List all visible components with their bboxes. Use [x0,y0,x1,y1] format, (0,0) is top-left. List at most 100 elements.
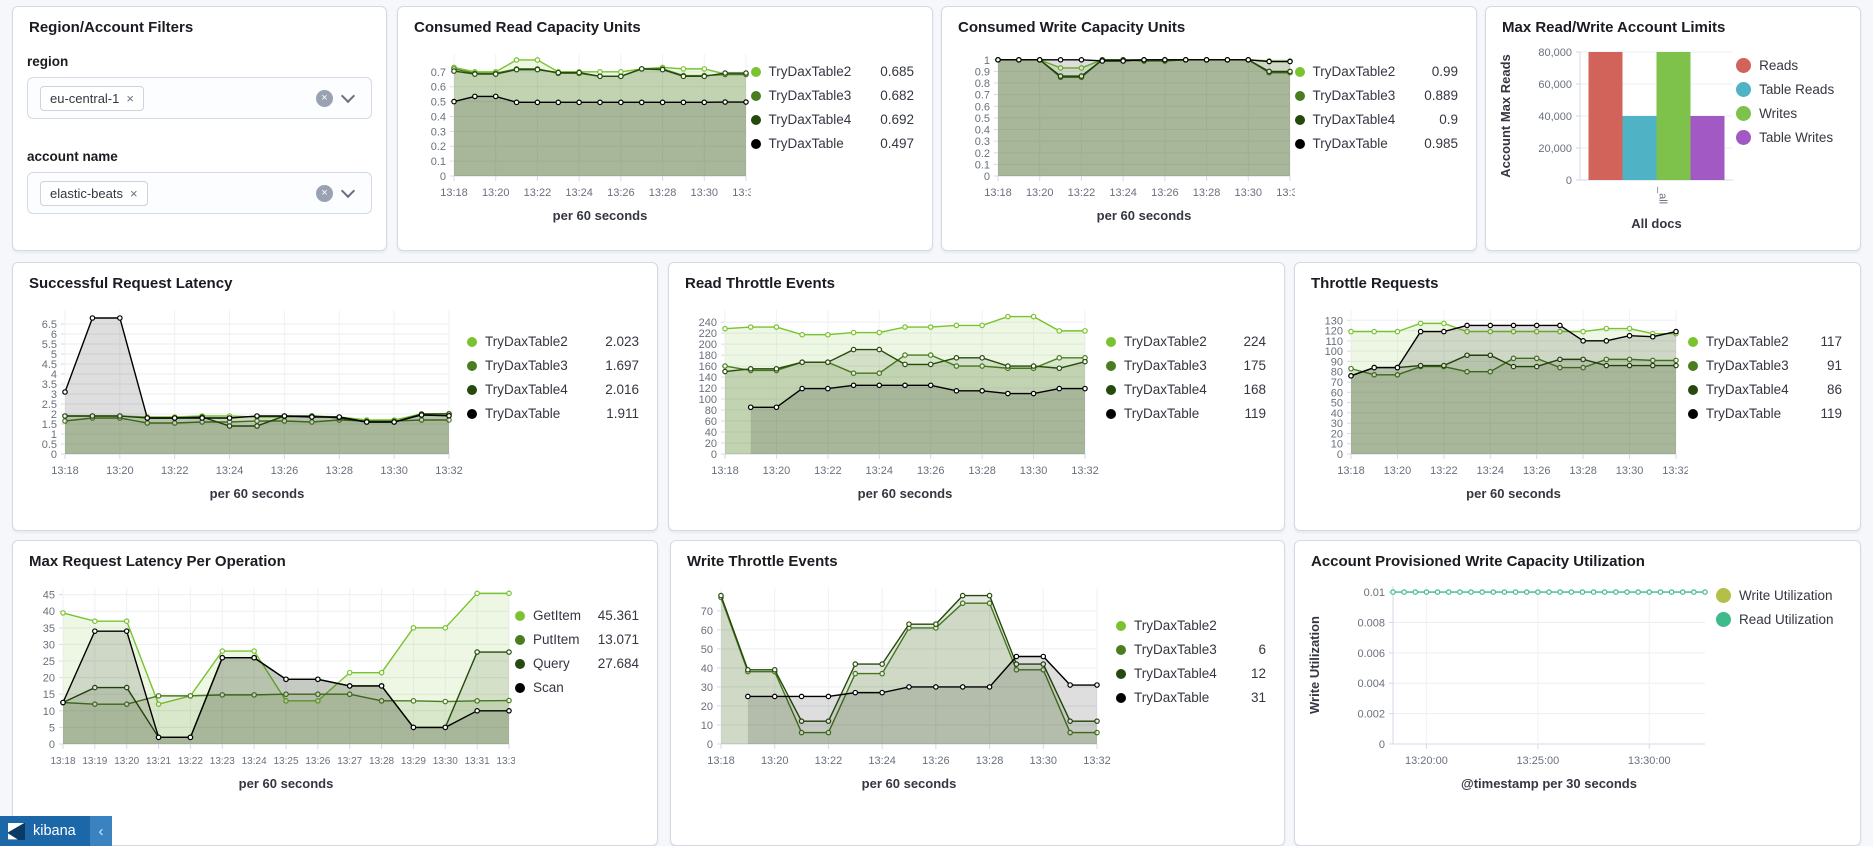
series-label: TryDaxTable4 [1134,666,1217,681]
legend-item-getitem[interactable]: GetItem 45.361 [515,608,639,623]
svg-text:13:20:00: 13:20:00 [1405,755,1448,767]
kibana-logo-bar[interactable]: kibana [0,816,90,846]
svg-text:13:24: 13:24 [866,465,894,477]
legend-item-trydaxtable[interactable]: TryDaxTable 119 [1106,406,1266,421]
collapse-nav-button[interactable]: ‹ [90,816,112,846]
svg-text:6.5: 6.5 [42,319,57,331]
panel-title: Read Throttle Events [685,275,836,292]
svg-text:40: 40 [1331,408,1343,420]
series-color-dot [515,682,526,693]
clear-selection-icon[interactable]: × [316,184,333,202]
remove-pill-icon[interactable]: × [126,90,134,106]
legend-item-table-writes[interactable]: Table Writes [1736,130,1842,145]
series-label: TryDaxTable [768,136,844,151]
svg-text:13:22: 13:22 [524,187,552,199]
svg-text:13:19: 13:19 [82,756,107,767]
svg-text:13:22: 13:22 [815,755,843,767]
legend-item-write-utilization[interactable]: Write Utilization [1716,588,1842,603]
series-label: TryDaxTable4 [485,382,568,397]
max-limits-bar-chart: 0 20,000 40,000 60,000 80,000 All docs Account… [1498,47,1733,231]
consumed-read-capacity-chart: 0 0.1 0.2 0.3 0.4 0.5 0.6 0.7 per 60 seconds 13:1… [431,54,751,223]
series-label: TryDaxTable2 [768,64,852,79]
legend-item-trydaxtable4[interactable]: TryDaxTable4 0.692 [750,112,914,127]
series-label: Reads [1759,58,1799,73]
panel-write-throttle-events: Write Throttle Events 0 10 20 30 40 50 60 70 per… [670,540,1285,846]
svg-text:1: 1 [51,429,57,441]
region-filter-combobox[interactable]: eu-central-1 × × [27,77,372,119]
series-label: TryDaxTable [1134,690,1210,705]
legend-item-reads[interactable]: Reads [1736,58,1842,73]
legend-item-trydaxtable[interactable]: TryDaxTable 119 [1687,406,1842,421]
legend-item-trydaxtable3[interactable]: TryDaxTable3 175 [1106,358,1266,373]
series-color-dot [467,384,477,395]
svg-text:13:32: 13:32 [1083,755,1111,767]
svg-text:240: 240 [699,317,717,329]
svg-text:13:20: 13:20 [106,465,134,477]
legend-item-trydaxtable2[interactable]: TryDaxTable2 117 [1687,334,1842,349]
legend-item-trydaxtable2[interactable]: TryDaxTable2 0.99 [1294,64,1458,79]
legend-item-trydaxtable4[interactable]: TryDaxTable4 168 [1106,382,1266,397]
legend-item-trydaxtable4[interactable]: TryDaxTable4 86 [1687,382,1842,397]
svg-text:0: 0 [49,739,55,751]
svg-text:0.2: 0.2 [975,148,990,160]
svg-text:13:30: 13:30 [1616,465,1644,477]
svg-text:13:24: 13:24 [1477,465,1505,477]
legend-item-trydaxtable4[interactable]: TryDaxTable4 2.016 [467,382,639,397]
svg-text:10: 10 [701,720,713,732]
svg-text:0: 0 [984,171,990,183]
legend-item-trydaxtable3[interactable]: TryDaxTable3 0.889 [1294,88,1458,103]
legend-item-trydaxtable[interactable]: TryDaxTable 0.497 [750,136,914,151]
svg-text:13:26: 13:26 [922,755,950,767]
account-pill[interactable]: elastic-beats × [40,180,148,206]
legend-item-trydaxtable2[interactable]: TryDaxTable2 [1116,618,1266,633]
series-label: TryDaxTable2 [485,334,568,349]
series-color-dot [750,66,761,77]
series-color-dot [1736,106,1752,121]
legend-item-trydaxtable[interactable]: TryDaxTable 1.911 [467,406,639,421]
chevron-down-icon[interactable] [340,183,356,199]
legend-item-trydaxtable3[interactable]: TryDaxTable3 91 [1687,358,1842,373]
legend-item-scan[interactable]: Scan [515,680,639,695]
series-label: TryDaxTable2 [1705,334,1789,349]
svg-text:13:26: 13:26 [271,465,299,477]
clear-selection-icon[interactable]: × [316,89,333,107]
chart-legend: TryDaxTable2 2.023 TryDaxTable3 1.697 TryDax… [467,334,639,421]
legend-item-trydaxtable4[interactable]: TryDaxTable4 12 [1116,666,1266,681]
account-name-filter-combobox[interactable]: elastic-beats × × [27,172,372,214]
legend-item-trydaxtable4[interactable]: TryDaxTable4 0.9 [1294,112,1458,127]
series-label: Writes [1759,106,1798,121]
legend-item-trydaxtable[interactable]: TryDaxTable 31 [1116,690,1266,705]
svg-text:30: 30 [701,682,713,694]
region-pill[interactable]: eu-central-1 × [40,85,144,111]
legend-item-writes[interactable]: Writes [1736,106,1842,121]
legend-item-trydaxtable[interactable]: TryDaxTable 0.985 [1294,136,1458,151]
panel-write-capacity-utilization: Account Provisioned Write Capacity Utili… [1294,540,1861,846]
series-value: 86 [1826,382,1842,397]
legend-item-putitem[interactable]: PutItem 13.071 [515,632,639,647]
legend-item-trydaxtable3[interactable]: TryDaxTable3 0.682 [750,88,914,103]
series-color-dot [467,408,477,419]
legend-item-trydaxtable3[interactable]: TryDaxTable3 6 [1116,642,1266,657]
legend-item-read-utilization[interactable]: Read Utilization [1716,612,1842,627]
legend-item-trydaxtable2[interactable]: TryDaxTable2 224 [1106,334,1266,349]
legend-item-query[interactable]: Query 27.684 [515,656,639,671]
svg-text:5: 5 [49,722,55,734]
series-color-dot [1106,360,1116,371]
legend-item-trydaxtable2[interactable]: TryDaxTable2 2.023 [467,334,639,349]
svg-text:@timestamp per 30 seconds: @timestamp per 30 seconds [1461,776,1637,791]
series-color-dot [1687,360,1698,371]
svg-text:Write Utilization: Write Utilization [1307,616,1322,714]
remove-pill-icon[interactable]: × [129,185,138,201]
svg-text:13:28: 13:28 [326,465,354,477]
filter-label: account name [27,149,118,164]
chevron-down-icon[interactable] [340,88,356,104]
svg-text:13:32: 13:32 [1276,187,1294,199]
series-color-dot [515,658,526,669]
svg-text:100: 100 [1325,346,1343,358]
legend-item-table-reads[interactable]: Table Reads [1736,82,1842,97]
chart-legend: TryDaxTable2 TryDaxTable3 6 TryDaxTable4 12 T… [1116,618,1266,705]
legend-item-trydaxtable2[interactable]: TryDaxTable2 0.685 [750,64,914,79]
svg-text:20: 20 [43,673,55,685]
legend-item-trydaxtable3[interactable]: TryDaxTable3 1.697 [467,358,639,373]
